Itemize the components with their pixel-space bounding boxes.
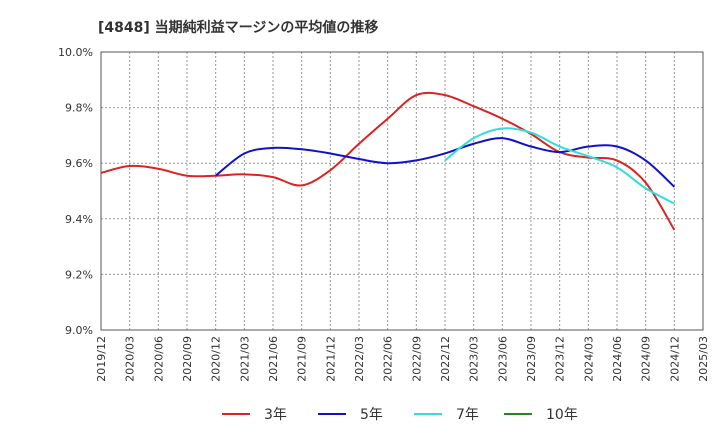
y-tick-label: 10.0% xyxy=(58,46,93,59)
plot-frame xyxy=(100,51,704,331)
chart-title: [4848] 当期純利益マージンの平均値の推移 xyxy=(98,19,378,36)
x-tick-label: 2022/09 xyxy=(410,336,423,382)
x-tick-label: 2021/06 xyxy=(267,336,280,382)
legend-label: 7年 xyxy=(456,407,479,423)
x-tick-label: 2020/12 xyxy=(210,336,223,382)
y-tick-label: 9.6% xyxy=(65,157,93,170)
x-tick-label: 2023/06 xyxy=(496,336,509,382)
x-tick-label: 2021/09 xyxy=(296,336,309,382)
x-tick-label: 2020/03 xyxy=(124,336,137,382)
series-lines xyxy=(100,91,676,231)
x-tick-label: 2023/03 xyxy=(468,336,481,382)
x-tick-label: 2025/03 xyxy=(697,336,710,382)
x-tick-label: 2020/06 xyxy=(152,336,165,382)
x-tick-label: 2023/09 xyxy=(525,336,538,382)
x-tick-label: 2021/03 xyxy=(238,336,251,382)
x-tick-label: 2022/12 xyxy=(439,336,452,382)
legend-label: 3年 xyxy=(264,407,287,423)
x-tick-label: 2024/06 xyxy=(611,336,624,382)
grid xyxy=(101,52,703,330)
legend-label: 10年 xyxy=(546,407,578,423)
x-tick-label: 2024/12 xyxy=(668,336,681,382)
y-axis-ticks: 9.0% 9.2% 9.4% 9.6% 9.8% 10.0% xyxy=(58,46,93,337)
legend: 3年 5年 7年 10年 xyxy=(222,407,578,423)
x-tick-label: 2024/09 xyxy=(640,336,653,382)
x-tick-label: 2021/12 xyxy=(324,336,337,382)
series-line xyxy=(444,127,675,205)
x-tick-label: 2022/03 xyxy=(353,336,366,382)
y-tick-label: 9.0% xyxy=(65,324,93,337)
series-line xyxy=(215,137,676,188)
x-axis-ticks: 2019/12 2020/03 2020/06 2020/09 2020/12 2021/… xyxy=(95,336,710,382)
x-tick-label: 2020/09 xyxy=(181,336,194,382)
y-tick-label: 9.2% xyxy=(65,268,93,281)
y-tick-label: 9.4% xyxy=(65,213,93,226)
x-tick-label: 2022/06 xyxy=(382,336,395,382)
x-tick-label: 2023/12 xyxy=(554,336,567,382)
x-tick-label: 2019/12 xyxy=(95,336,108,382)
y-tick-label: 9.8% xyxy=(65,102,93,115)
legend-label: 5年 xyxy=(360,407,383,423)
series-line xyxy=(100,91,676,231)
x-tick-label: 2024/03 xyxy=(582,336,595,382)
